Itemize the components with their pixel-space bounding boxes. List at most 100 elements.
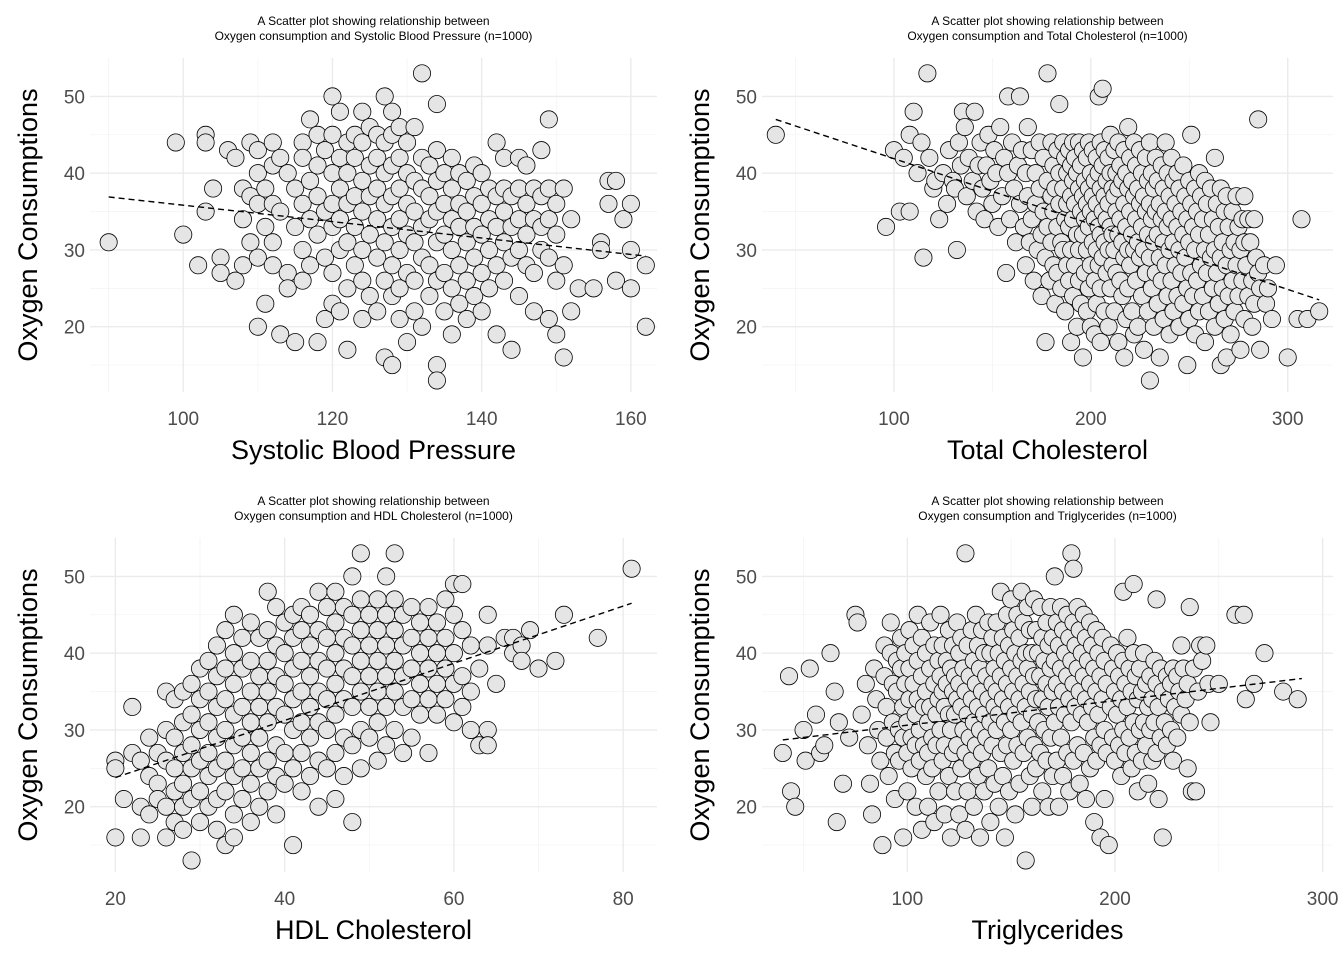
data-point bbox=[989, 797, 1008, 816]
data-point bbox=[360, 287, 379, 306]
data-point bbox=[993, 767, 1012, 786]
data-point bbox=[263, 233, 282, 252]
data-point bbox=[614, 210, 633, 229]
data-point bbox=[148, 774, 167, 793]
data-point bbox=[898, 782, 917, 801]
data-point bbox=[353, 133, 372, 152]
data-point bbox=[981, 813, 1000, 832]
data-point bbox=[256, 294, 275, 313]
data-point bbox=[286, 179, 305, 198]
x-tick-label: 300 bbox=[1307, 889, 1339, 910]
chart-panel-3: 20 40 60 80 20 30 40 50 A Scatter plot showing r… bbox=[13, 494, 657, 945]
data-point bbox=[368, 148, 387, 167]
data-point bbox=[427, 95, 446, 114]
data-point bbox=[166, 133, 185, 152]
data-point bbox=[199, 713, 218, 732]
data-point bbox=[419, 690, 438, 709]
data-point bbox=[293, 148, 312, 167]
data-point bbox=[377, 667, 396, 686]
data-point bbox=[343, 667, 362, 686]
data-point bbox=[248, 141, 267, 160]
data-point bbox=[165, 759, 184, 778]
data-point bbox=[292, 682, 311, 701]
data-point bbox=[461, 720, 480, 739]
data-point bbox=[1022, 797, 1041, 816]
chart-title-line-1: A Scatter plot showing relationship betw… bbox=[257, 14, 489, 28]
data-point bbox=[353, 240, 372, 259]
data-point bbox=[271, 202, 290, 221]
data-point bbox=[286, 217, 305, 236]
data-point bbox=[204, 179, 223, 198]
data-point bbox=[316, 248, 335, 267]
data-point bbox=[258, 751, 277, 770]
data-point bbox=[377, 567, 396, 586]
data-point bbox=[317, 659, 336, 678]
data-point bbox=[470, 659, 489, 678]
data-point bbox=[196, 202, 215, 221]
data-point bbox=[301, 605, 320, 624]
data-point bbox=[427, 141, 446, 160]
data-point bbox=[1062, 333, 1081, 352]
data-point bbox=[1193, 651, 1212, 670]
data-point bbox=[457, 233, 476, 252]
data-point bbox=[958, 782, 977, 801]
data-point bbox=[1140, 133, 1159, 152]
data-point bbox=[308, 187, 327, 206]
data-point bbox=[233, 628, 252, 647]
data-point bbox=[442, 325, 461, 344]
data-point bbox=[827, 813, 846, 832]
data-point bbox=[405, 118, 424, 137]
data-point bbox=[224, 828, 243, 847]
data-point bbox=[1186, 782, 1205, 801]
data-point bbox=[390, 240, 409, 259]
data-point bbox=[427, 674, 446, 693]
trend-line bbox=[782, 677, 1302, 741]
data-point bbox=[317, 720, 336, 739]
data-point bbox=[779, 667, 798, 686]
data-point bbox=[806, 705, 825, 724]
data-point bbox=[106, 759, 125, 778]
y-tick-label: 50 bbox=[64, 567, 85, 588]
data-point bbox=[912, 133, 931, 152]
y-tick-label: 30 bbox=[736, 241, 757, 262]
data-point bbox=[343, 567, 362, 586]
data-point bbox=[301, 697, 320, 716]
data-point bbox=[599, 194, 618, 213]
data-point bbox=[271, 148, 290, 167]
data-point bbox=[412, 317, 431, 336]
data-point bbox=[420, 187, 439, 206]
data-point bbox=[622, 559, 641, 578]
data-point bbox=[1036, 333, 1055, 352]
y-tick-label: 20 bbox=[64, 318, 85, 339]
data-point bbox=[284, 836, 303, 855]
data-point bbox=[241, 613, 260, 632]
data-point bbox=[216, 621, 235, 640]
data-point bbox=[301, 636, 320, 655]
data-point bbox=[402, 690, 421, 709]
chart-panel-4: 100 200 300 20 30 40 50 A Scatter plot showing … bbox=[685, 494, 1338, 945]
data-point bbox=[461, 636, 480, 655]
data-point bbox=[829, 713, 848, 732]
data-point bbox=[1180, 713, 1199, 732]
data-point bbox=[233, 697, 252, 716]
data-point bbox=[353, 202, 372, 221]
data-point bbox=[207, 636, 226, 655]
data-point bbox=[278, 263, 297, 282]
data-point bbox=[286, 333, 305, 352]
data-point bbox=[1018, 118, 1037, 137]
data-point bbox=[326, 705, 345, 724]
data-point bbox=[224, 644, 243, 663]
x-tick-label: 40 bbox=[274, 889, 295, 910]
data-point bbox=[1033, 782, 1052, 801]
data-point bbox=[427, 371, 446, 390]
trend-line bbox=[115, 602, 632, 779]
data-point bbox=[435, 225, 454, 244]
data-point bbox=[435, 263, 454, 282]
data-point bbox=[1099, 317, 1118, 336]
data-point bbox=[368, 179, 387, 198]
data-point bbox=[420, 287, 439, 306]
y-tick-label: 30 bbox=[64, 241, 85, 262]
data-point bbox=[1259, 279, 1278, 298]
data-point bbox=[248, 164, 267, 183]
